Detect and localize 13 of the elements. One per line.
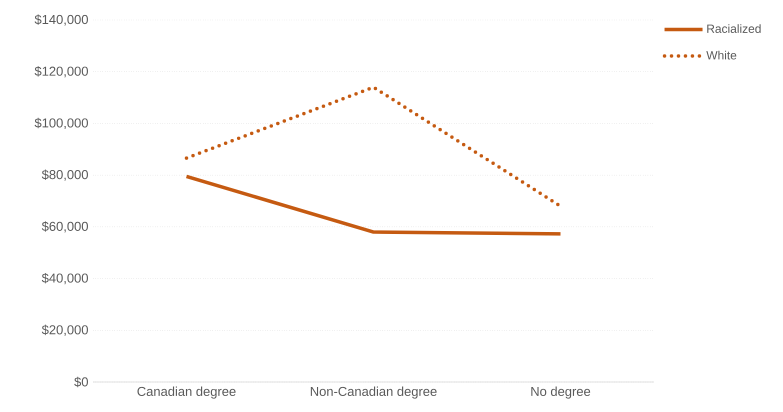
y-tick-label: $140,000 [34,14,88,26]
x-tick-label: Canadian degree [137,386,236,399]
y-tick-label: $60,000 [42,221,88,232]
y-tick-label: $80,000 [42,170,88,181]
y-tick-label: $120,000 [34,66,88,78]
legend-label: Racialized [707,24,761,33]
y-tick-label: $0 [74,376,88,388]
legend-label: White [706,50,736,60]
y-tick-label: $100,000 [34,118,88,130]
y-tick-label: $40,000 [42,272,88,284]
x-tick-label: Non-Canadian degree [310,386,437,399]
x-tick-label: No degree [531,386,590,399]
y-tick-label: $20,000 [42,324,88,336]
